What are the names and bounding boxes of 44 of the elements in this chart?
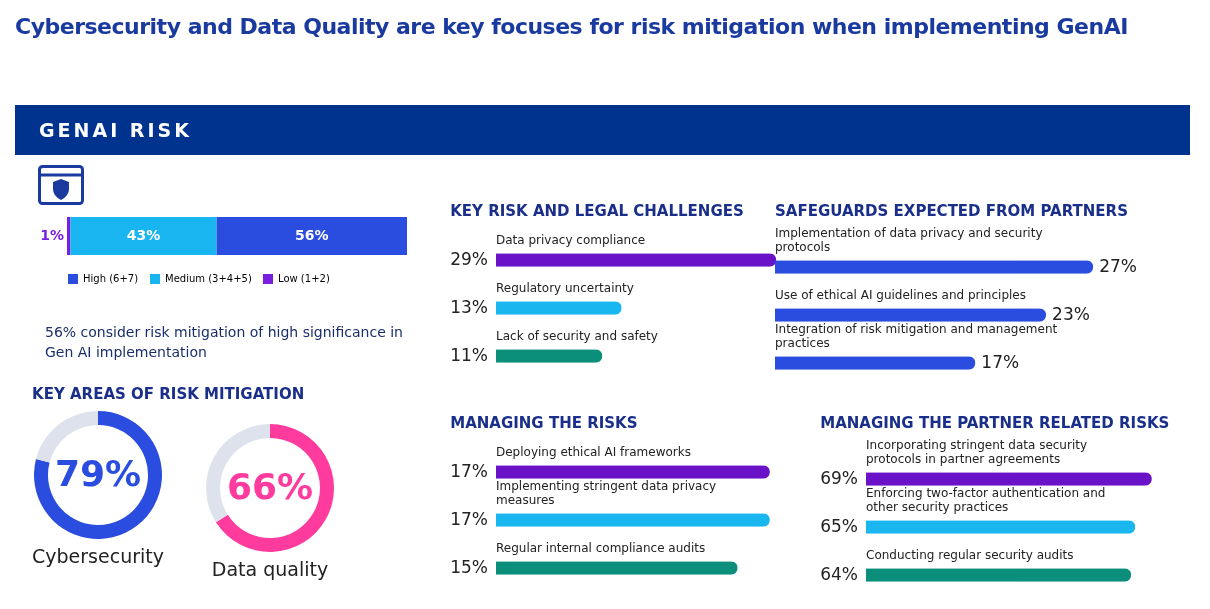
slice-label: Data quality — [211, 558, 329, 580]
data-label: 17% — [450, 461, 488, 482]
data-label: 17% — [981, 351, 1020, 372]
donut-slice — [215, 424, 334, 552]
chart-subtitle: GENAI RISK — [15, 105, 1190, 155]
data-label: 64% — [820, 563, 858, 584]
data-label: 23% — [1052, 304, 1090, 324]
y-tick-label: Regulatory uncertainty — [496, 281, 634, 296]
data-label: 27% — [1099, 256, 1138, 277]
data-label: 65% — [820, 516, 858, 536]
data-label: 43% — [126, 227, 161, 243]
data-label: 56% — [295, 227, 329, 243]
slice-label: Cybersecurity — [32, 545, 164, 567]
y-tick-label: Lack of security and safety — [496, 329, 658, 344]
text: 56% consider risk mitigation of high significance in Gen AI implementation — [45, 323, 404, 362]
chart-title: KEY RISK AND LEGAL CHALLENGES — [450, 202, 744, 220]
y-tick-label: Implementing stringent data privacy measures — [496, 479, 717, 508]
y-tick-label: Incorporating stringent data security protocols in partner agreements — [866, 438, 1088, 467]
y-tick-label: Regular internal compliance audits — [496, 541, 706, 556]
donut-slice — [34, 411, 162, 539]
y-tick-label: Deploying ethical AI frameworks — [496, 445, 691, 460]
legend-label: Medium (3+4+5) — [165, 273, 252, 284]
y-tick-label: Data privacy compliance — [496, 233, 646, 248]
data-label: 69% — [820, 468, 858, 489]
text: Cybersecurity and Data Quality are key focuses for risk mitigation when implementing GenAI — [15, 14, 1128, 39]
data-label: 66% — [226, 466, 314, 507]
chart-title: KEY AREAS OF RISK MITIGATION — [32, 385, 305, 403]
chart-title: MANAGING THE RISKS — [450, 414, 638, 432]
data-label: 11% — [450, 344, 488, 365]
data-label: 29% — [450, 249, 488, 270]
data-label: 79% — [54, 453, 142, 494]
y-tick-label: Conducting regular security audits — [866, 548, 1074, 563]
y-tick-label: Use of ethical AI guidelines and principles — [775, 288, 1026, 303]
data-label: 13% — [450, 297, 488, 317]
y-tick-label: Enforcing two-factor authentication and other security practices — [866, 486, 1106, 515]
legend-label: High (6+7) — [83, 273, 139, 284]
chart-title: SAFEGUARDS EXPECTED FROM PARTNERS — [775, 202, 1128, 221]
data-label: 15% — [450, 556, 488, 577]
data-label: 1% — [40, 227, 64, 243]
data-label: 17% — [450, 509, 488, 529]
legend-label: Low (1+2) — [278, 273, 330, 284]
chart-title: MANAGING THE PARTNER RELATED RISKS — [820, 414, 1170, 433]
y-tick-label: Implementation of data privacy and security protocols — [775, 226, 1043, 255]
y-tick-label: Integration of risk mitigation and management practices — [775, 322, 1058, 351]
